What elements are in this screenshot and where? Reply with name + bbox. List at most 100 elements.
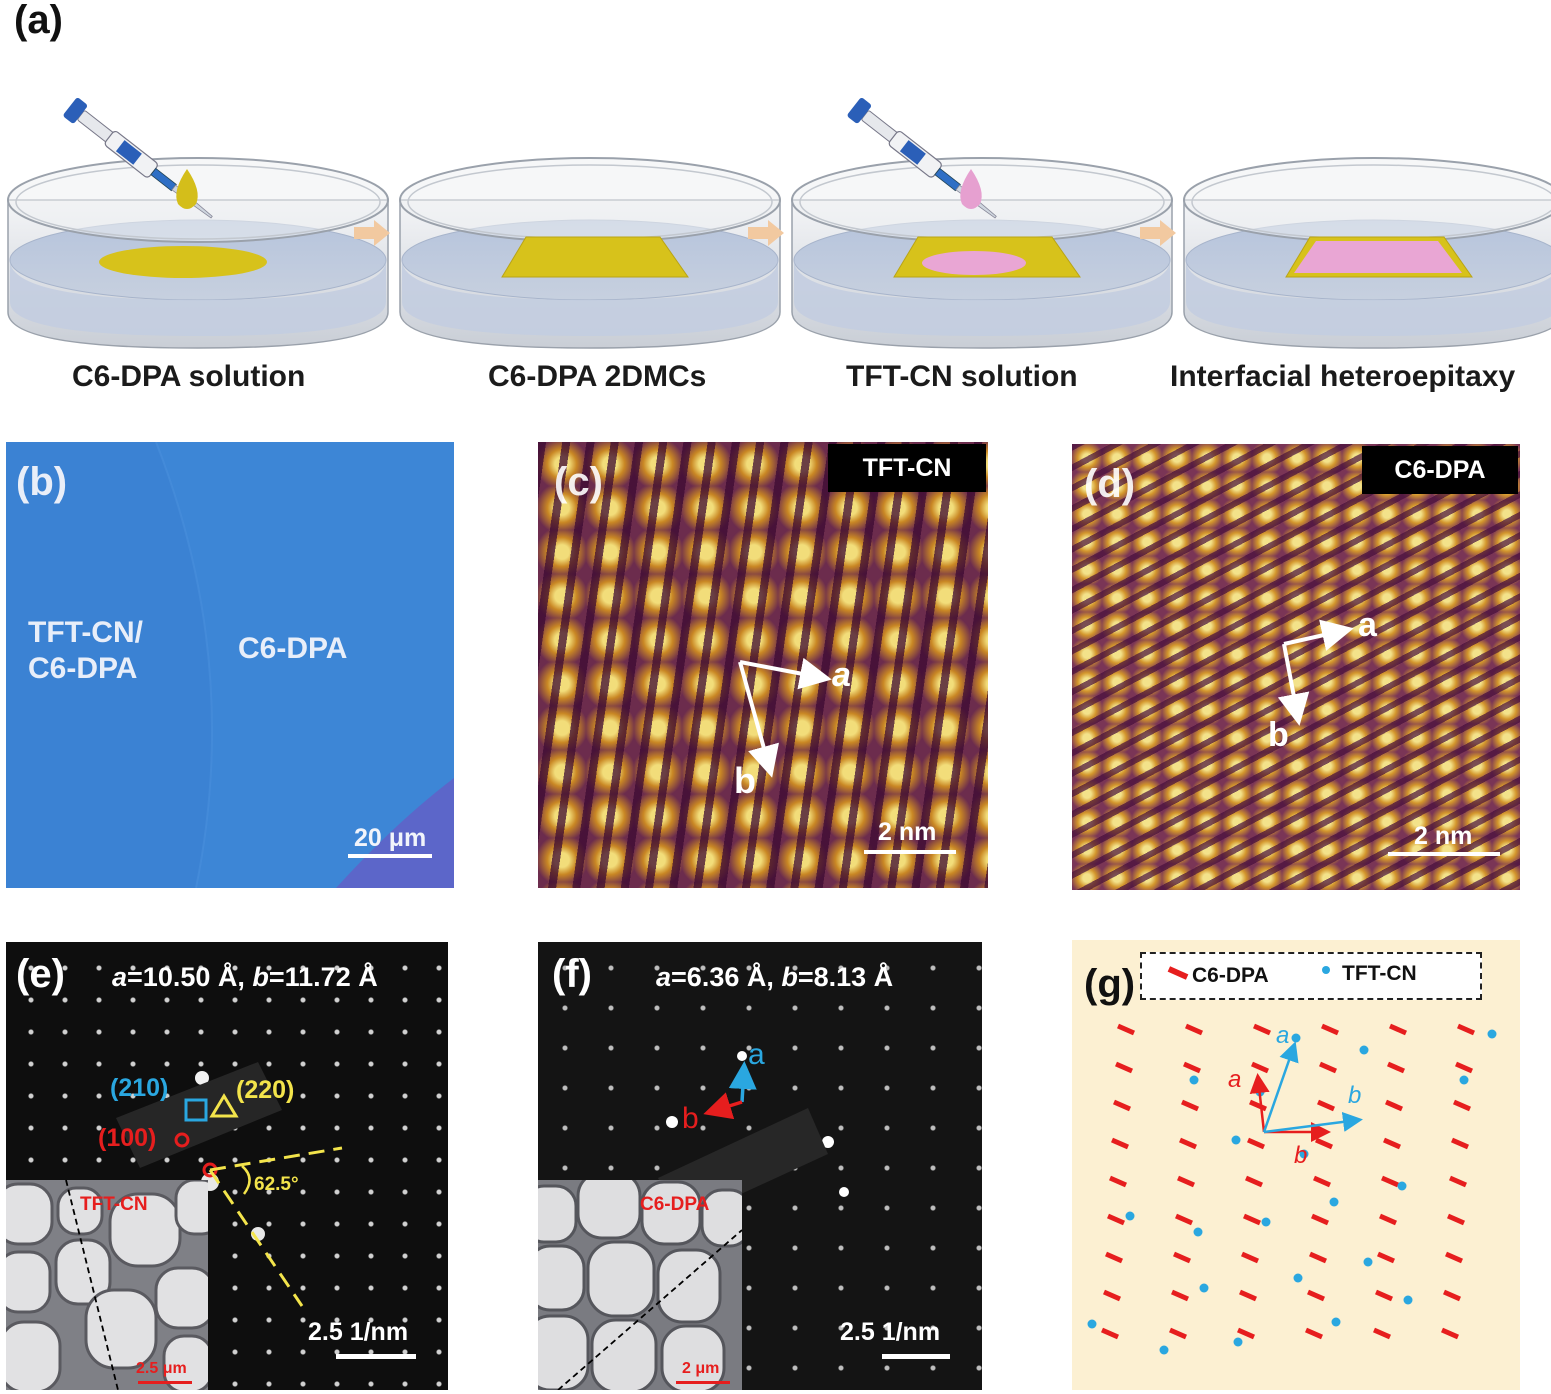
panel-e-circle-marker-1	[174, 1132, 190, 1148]
c6-dpa-molecule-mark	[1382, 1137, 1402, 1150]
c6-dpa-molecule-mark	[1386, 1061, 1406, 1074]
panel-b-label-left-2: C6-DPA	[28, 652, 138, 685]
c6-dpa-molecule-mark	[1170, 1289, 1190, 1302]
c6-dpa-molecule-mark	[1238, 1289, 1258, 1302]
tft-cn-molecule-dot	[1231, 1135, 1241, 1145]
panel-d-scale-bar	[1388, 852, 1500, 856]
panel-g-vec-red-b-label: b	[1294, 1142, 1308, 1169]
tft-cn-molecule-dot	[1487, 1029, 1497, 1039]
panel-a-schematic	[7, 96, 1551, 349]
c6-dpa-molecule-mark	[1174, 1213, 1194, 1226]
c6-dpa-molecule-mark	[1102, 1289, 1122, 1302]
panel-b-label-right: C6-DPA	[238, 632, 348, 665]
panel-g-vec-blue-a-label: a	[1276, 1022, 1290, 1049]
step-label-1: C6-DPA solution	[72, 360, 306, 393]
step-label-4: Interfacial heteroepitaxy	[1170, 360, 1516, 393]
panel-c-scale-text: 2 nm	[878, 818, 937, 846]
c6-dpa-molecule-mark	[1314, 1137, 1334, 1150]
panel-e-param-b-value: =11.72 Å	[268, 962, 378, 992]
panel-e-square-marker	[184, 1098, 208, 1122]
c6-dpa-molecule-mark	[1182, 1061, 1202, 1074]
panel-g-blue-vector-b	[1263, 1111, 1363, 1134]
panel-f-inset-scale-text: 2 μm	[682, 1360, 720, 1377]
c6-dpa-molecule-mark	[1248, 1099, 1268, 1112]
tft-cn-molecule-dot	[1329, 1197, 1339, 1207]
panel-e-param-b-symbol: b	[252, 962, 269, 992]
panel-e-inset-scale-text: 2.5 μm	[136, 1360, 187, 1377]
c6-dpa-molecule-mark	[1242, 1213, 1262, 1226]
panel-e-param-a-symbol: a	[112, 962, 128, 992]
panel-b-label-left-1: TFT-CN/	[28, 616, 143, 649]
c6-dpa-molecule-mark	[1112, 1099, 1132, 1112]
tft-cn-molecule-dot	[1199, 1283, 1209, 1293]
c6-dpa-molecule-mark	[1306, 1289, 1326, 1302]
c6-dpa-molecule-mark	[1440, 1327, 1460, 1340]
c6-dpa-molecule-mark	[1310, 1213, 1330, 1226]
c6-dpa-molecule-mark	[1116, 1023, 1136, 1036]
panel-e-inset-scale-bar	[138, 1381, 192, 1384]
panel-e-saed-pattern: (e) a=10.50 Å, b=11.72 Å (210) (220) (10…	[6, 942, 448, 1390]
panel-f-inset-scale-bar	[676, 1381, 730, 1384]
tft-cn-molecule-dot	[1403, 1295, 1413, 1305]
panel-b-optical-image: (b) TFT-CN/ C6-DPA C6-DPA 20 μm	[6, 442, 454, 888]
c6-dpa-molecule-mark	[1376, 1251, 1396, 1264]
panel-f-lattice-params: a=6.36 Å, b=8.13 Å	[656, 962, 893, 993]
panel-f-inset-label: C6-DPA	[640, 1194, 710, 1215]
panel-e-beam-stop	[116, 1062, 282, 1168]
panel-d-tag: C6-DPA	[1362, 446, 1518, 494]
panel-e-triangle-marker	[209, 1093, 239, 1118]
panel-e-inset-dashed-line	[65, 1180, 119, 1390]
c6-dpa-molecule-mark	[1378, 1213, 1398, 1226]
panel-f-letter: (f)	[552, 952, 592, 996]
c6-dpa-molecule-mark	[1380, 1175, 1400, 1188]
c6-dpa-molecule-mark	[1172, 1251, 1192, 1264]
c6-dpa-molecule-mark	[1250, 1061, 1270, 1074]
c6-dpa-molecule-mark	[1252, 1023, 1272, 1036]
step-label-3: TFT-CN solution	[846, 360, 1078, 393]
panel-d-axis-b: b	[1268, 716, 1289, 754]
yellow-drop-icon	[176, 169, 198, 209]
c6-dpa-crystal	[501, 236, 689, 278]
panel-g-lattice-svg	[1087, 1023, 1497, 1355]
c6-dpa-molecule-mark	[1106, 1213, 1126, 1226]
c6-dpa-molecule-mark	[1180, 1099, 1200, 1112]
panel-f-param-b-symbol: b	[781, 962, 798, 992]
c6-dpa-molecule-mark	[1176, 1175, 1196, 1188]
tft-cn-molecule-dot	[1363, 1257, 1373, 1267]
c6-dpa-molecule-mark	[1388, 1023, 1408, 1036]
tft-cn-molecule-dot	[1087, 1319, 1097, 1329]
tft-cn-molecule-dot	[1261, 1217, 1271, 1227]
panel-c-afm-image: (c) TFT-CN a b 2 nm	[538, 442, 988, 888]
panel-g-vec-blue-b-label: b	[1348, 1082, 1362, 1109]
panel-f-saed-pattern: (f) a=6.36 Å, b=8.13 Å a b C6-DPA 2 μm	[538, 942, 982, 1390]
panel-e-index-220: (220)	[236, 1076, 295, 1104]
c6-dpa-molecule-mark	[1236, 1327, 1256, 1340]
c6-dpa-molecule-mark	[1372, 1327, 1392, 1340]
c6-dpa-molecule-mark	[1312, 1175, 1332, 1188]
panel-c-scale-bar	[864, 850, 956, 854]
legend-tft-cn-label: TFT-CN	[1342, 962, 1417, 985]
panel-b-scale-text: 20 μm	[354, 824, 427, 852]
tft-cn-molecule-dot	[1397, 1181, 1407, 1191]
c6-dpa-molecule-mark	[1104, 1251, 1124, 1264]
panel-d-lattice-vectors	[1277, 619, 1354, 726]
panel-a-letter: (a)	[14, 0, 63, 42]
panel-f-scale-bar	[882, 1354, 950, 1359]
tft-cn-molecule-dot	[1293, 1273, 1303, 1283]
heteroepitaxy-crystal	[1294, 241, 1462, 273]
panel-c-axis-b: b	[734, 760, 756, 801]
c6-dpa-molecule-mark	[1450, 1137, 1470, 1150]
c6-dpa-molecule-mark	[1452, 1099, 1472, 1112]
panel-f-axis-b: b	[682, 1102, 699, 1135]
panel-g-lattice-model: (g) C6-DPA TFT-CN a a b b	[1072, 940, 1520, 1390]
c6-dpa-molecule-mark	[1384, 1099, 1404, 1112]
panel-c-axis-a: a	[832, 656, 851, 694]
panel-e-angle-arc	[241, 1165, 251, 1195]
panel-e-dashed-line-1	[209, 1146, 343, 1172]
c6-dpa-molecule-mark	[1448, 1175, 1468, 1188]
panel-e-inset-label: TFT-CN	[80, 1194, 148, 1215]
panel-f-param-b-value: =8.13 Å	[797, 962, 894, 992]
panel-f-inset-tem: C6-DPA 2 μm	[538, 1180, 742, 1390]
c6-dpa-molecule-mark	[1240, 1251, 1260, 1264]
c6-dpa-molecule-mark	[1446, 1213, 1466, 1226]
